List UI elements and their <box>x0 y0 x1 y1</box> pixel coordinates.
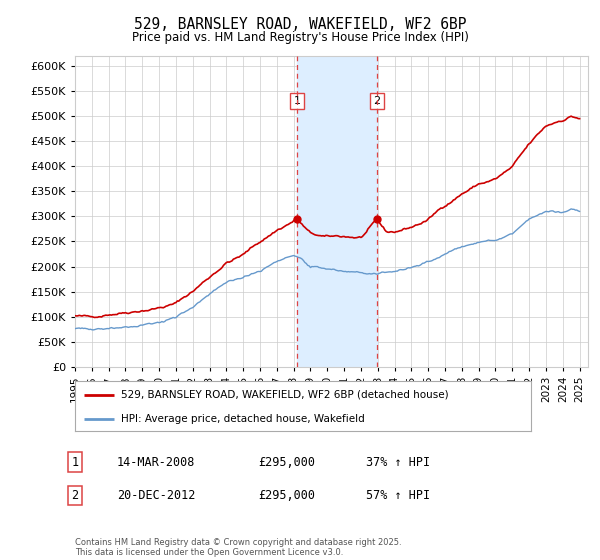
Text: £295,000: £295,000 <box>258 489 315 502</box>
Text: 37% ↑ HPI: 37% ↑ HPI <box>366 455 430 469</box>
Text: 14-MAR-2008: 14-MAR-2008 <box>117 455 196 469</box>
Text: 57% ↑ HPI: 57% ↑ HPI <box>366 489 430 502</box>
Text: HPI: Average price, detached house, Wakefield: HPI: Average price, detached house, Wake… <box>121 414 364 423</box>
Text: £295,000: £295,000 <box>258 455 315 469</box>
Text: 1: 1 <box>293 96 301 106</box>
Text: 529, BARNSLEY ROAD, WAKEFIELD, WF2 6BP: 529, BARNSLEY ROAD, WAKEFIELD, WF2 6BP <box>134 17 466 32</box>
Text: 529, BARNSLEY ROAD, WAKEFIELD, WF2 6BP (detached house): 529, BARNSLEY ROAD, WAKEFIELD, WF2 6BP (… <box>121 390 448 400</box>
Text: 2: 2 <box>71 489 79 502</box>
Text: 2: 2 <box>373 96 380 106</box>
Text: 20-DEC-2012: 20-DEC-2012 <box>117 489 196 502</box>
Bar <box>297 56 377 367</box>
Text: Price paid vs. HM Land Registry's House Price Index (HPI): Price paid vs. HM Land Registry's House … <box>131 31 469 44</box>
Text: Contains HM Land Registry data © Crown copyright and database right 2025.
This d: Contains HM Land Registry data © Crown c… <box>75 538 401 557</box>
Text: 1: 1 <box>71 455 79 469</box>
